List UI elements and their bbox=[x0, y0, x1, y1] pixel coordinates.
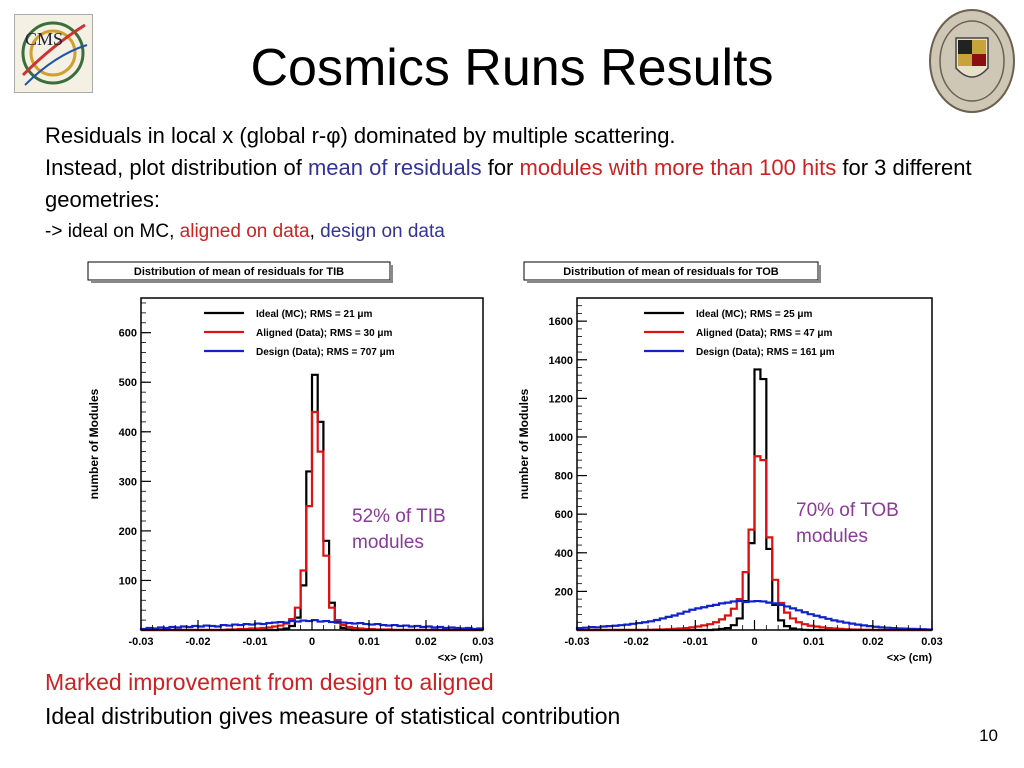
x-tick-label: -0.02 bbox=[624, 636, 649, 648]
y-axis-label: number of Modules bbox=[87, 388, 101, 499]
tob-annotation-line-2: modules bbox=[796, 526, 868, 547]
chart-svg: Distribution of mean of residuals for TO… bbox=[512, 258, 944, 664]
tib-annotation-line-1: 52% of TIB bbox=[352, 506, 446, 527]
chart-title: Distribution of mean of residuals for TO… bbox=[563, 266, 779, 278]
body-line-2-part-c: for bbox=[481, 155, 520, 180]
body-line-3-comma: , bbox=[309, 221, 321, 242]
chart-title-shadow bbox=[818, 265, 821, 283]
y-tick-label: 1600 bbox=[549, 316, 573, 328]
body-line-3-part-a: -> ideal on MC, bbox=[45, 221, 180, 242]
body-line-2: Instead, plot distribution of mean of re… bbox=[45, 152, 1005, 216]
y-tick-label: 1200 bbox=[549, 393, 573, 405]
x-tick-label: 0.03 bbox=[921, 636, 942, 648]
x-tick-label: -0.03 bbox=[128, 636, 153, 648]
y-axis-label: number of Modules bbox=[517, 388, 531, 499]
chart-title: Distribution of mean of residuals for TI… bbox=[134, 266, 344, 278]
legend-entry-2: Design (Data); RMS = 161 μm bbox=[696, 347, 835, 358]
x-axis-label: <x> (cm) bbox=[438, 652, 484, 664]
body-line-1: Residuals in local x (global r-φ) domina… bbox=[45, 123, 676, 148]
university-seal bbox=[928, 8, 1016, 114]
chart-background bbox=[512, 258, 944, 664]
tob-annotation-line-1: 70% of TOB bbox=[796, 500, 899, 521]
y-tick-label: 400 bbox=[555, 548, 573, 560]
page-number: 10 bbox=[979, 726, 998, 745]
body-line-2-part-a: Instead, plot distribution of bbox=[45, 155, 308, 180]
y-tick-label: 1400 bbox=[549, 355, 573, 367]
y-tick-label: 200 bbox=[555, 586, 573, 598]
body-line-2-part-e: for 3 different geometries: bbox=[45, 155, 972, 212]
chart-title-shadow bbox=[91, 280, 393, 283]
tib-annotation: 52% of TIB modules bbox=[352, 504, 446, 556]
y-tick-label: 800 bbox=[555, 471, 573, 483]
legend-entry-2: Design (Data); RMS = 707 μm bbox=[256, 347, 395, 358]
y-tick-label: 600 bbox=[555, 509, 573, 521]
x-tick-label: -0.01 bbox=[683, 636, 708, 648]
cms-logo: CMS bbox=[14, 14, 93, 93]
y-tick-label: 100 bbox=[119, 575, 137, 587]
chart-title-shadow bbox=[527, 280, 821, 283]
y-tick-label: 400 bbox=[119, 427, 137, 439]
legend-entry-1: Aligned (Data); RMS = 30 μm bbox=[256, 328, 393, 339]
x-tick-label: 0.02 bbox=[415, 636, 436, 648]
conclusion-line-2: Ideal distribution gives measure of stat… bbox=[45, 703, 621, 729]
tib-annotation-line-2: modules bbox=[352, 532, 424, 553]
cms-logo-text: CMS bbox=[25, 29, 63, 49]
chart-background bbox=[58, 258, 510, 664]
tob-annotation: 70% of TOB modules bbox=[796, 498, 899, 550]
page-title: Cosmics Runs Results bbox=[250, 39, 774, 97]
body-line-2-highlight-blue: mean of residuals bbox=[307, 155, 482, 180]
x-tick-label: -0.01 bbox=[242, 636, 267, 648]
conclusion: Marked improvement from design to aligne… bbox=[45, 665, 620, 733]
y-tick-label: 600 bbox=[119, 328, 137, 340]
y-tick-label: 500 bbox=[119, 377, 137, 389]
body-line-3-design: design on data bbox=[320, 221, 445, 242]
x-tick-label: -0.02 bbox=[185, 636, 210, 648]
conclusion-line-1: Marked improvement from design to aligne… bbox=[45, 669, 494, 695]
body-line-3: -> ideal on MC, aligned on data, design … bbox=[45, 216, 1005, 248]
body-line-3-aligned: aligned on data bbox=[179, 221, 310, 242]
legend-entry-0: Ideal (MC); RMS = 21 μm bbox=[256, 309, 373, 320]
x-tick-label: 0.01 bbox=[803, 636, 824, 648]
y-tick-label: 200 bbox=[119, 526, 137, 538]
tob-chart: Distribution of mean of residuals for TO… bbox=[512, 258, 944, 664]
x-axis-label: <x> (cm) bbox=[887, 652, 933, 664]
legend-entry-0: Ideal (MC); RMS = 25 μm bbox=[696, 309, 813, 320]
x-tick-label: 0.01 bbox=[358, 636, 379, 648]
x-tick-label: 0 bbox=[751, 636, 757, 648]
chart-svg: Distribution of mean of residuals for TI… bbox=[58, 258, 510, 664]
body-line-2-highlight-red: modules with more than 100 hits bbox=[519, 155, 837, 180]
legend-entry-1: Aligned (Data); RMS = 47 μm bbox=[696, 328, 833, 339]
body-text: Residuals in local x (global r-φ) domina… bbox=[45, 120, 1005, 248]
x-tick-label: 0.03 bbox=[472, 636, 493, 648]
x-tick-label: 0.02 bbox=[862, 636, 883, 648]
y-tick-label: 300 bbox=[119, 476, 137, 488]
chart-title-shadow bbox=[390, 265, 393, 283]
tib-chart: Distribution of mean of residuals for TI… bbox=[58, 258, 510, 664]
y-tick-label: 1000 bbox=[549, 432, 573, 444]
x-tick-label: 0 bbox=[309, 636, 315, 648]
x-tick-label: -0.03 bbox=[564, 636, 589, 648]
